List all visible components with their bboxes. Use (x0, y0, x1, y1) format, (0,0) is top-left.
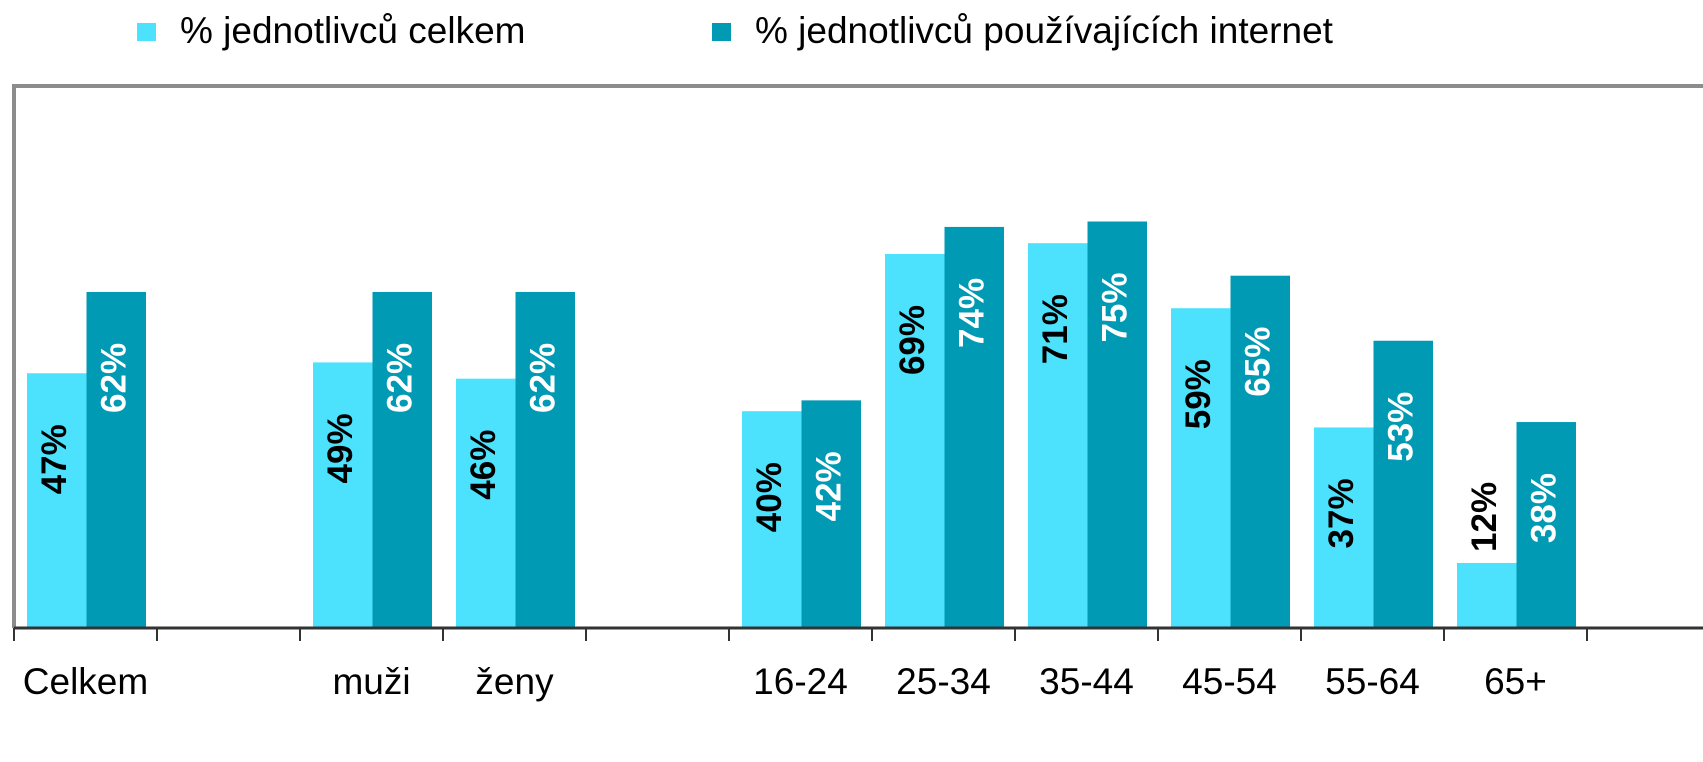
bar (1171, 308, 1231, 628)
data-label: 46% (464, 430, 503, 500)
x-tick-label: Celkem (23, 661, 148, 702)
data-label: 37% (1322, 478, 1361, 548)
data-label: 59% (1179, 359, 1218, 429)
bar (1314, 427, 1374, 628)
data-label: 62% (95, 343, 134, 413)
bar (313, 362, 373, 628)
data-label: 62% (524, 343, 563, 413)
data-label: 49% (321, 413, 360, 483)
data-label: 62% (381, 343, 420, 413)
data-label: 74% (953, 278, 992, 348)
legend-swatch (712, 23, 731, 41)
x-tick-label: muži (332, 661, 410, 702)
bar (801, 400, 861, 628)
x-tick-label: 65+ (1484, 661, 1547, 702)
legend-label: % jednotlivců celkem (180, 10, 525, 51)
data-label: 12% (1465, 482, 1504, 552)
data-label: 38% (1525, 473, 1564, 543)
data-label: 65% (1239, 327, 1278, 397)
data-label: 40% (750, 462, 789, 532)
x-tick-label: ženy (475, 661, 554, 702)
data-label: 69% (893, 305, 932, 375)
bar (742, 411, 802, 628)
data-label: 75% (1096, 272, 1135, 342)
bar (1373, 340, 1433, 628)
bar (86, 291, 146, 628)
legend-label: % jednotlivců používajících internet (755, 10, 1334, 51)
data-label: 71% (1036, 294, 1075, 364)
bar (1087, 221, 1147, 628)
data-label: 47% (35, 424, 74, 494)
x-tick-label: 16-24 (753, 661, 848, 702)
bar (1028, 243, 1088, 628)
x-tick-label: 35-44 (1039, 661, 1134, 702)
x-tick-label: 55-64 (1325, 661, 1420, 702)
bar (1516, 422, 1576, 628)
bar (1457, 562, 1517, 628)
x-tick-label: 25-34 (896, 661, 991, 702)
bar (944, 226, 1004, 629)
bar (885, 254, 945, 628)
bar (456, 378, 516, 628)
bar (1230, 275, 1290, 628)
legend-swatch (137, 23, 156, 41)
bar (515, 291, 575, 628)
x-tick-label: 45-54 (1182, 661, 1277, 702)
bar (372, 291, 432, 628)
bar (27, 373, 87, 628)
data-label: 42% (810, 451, 849, 521)
data-label: 53% (1382, 392, 1421, 462)
